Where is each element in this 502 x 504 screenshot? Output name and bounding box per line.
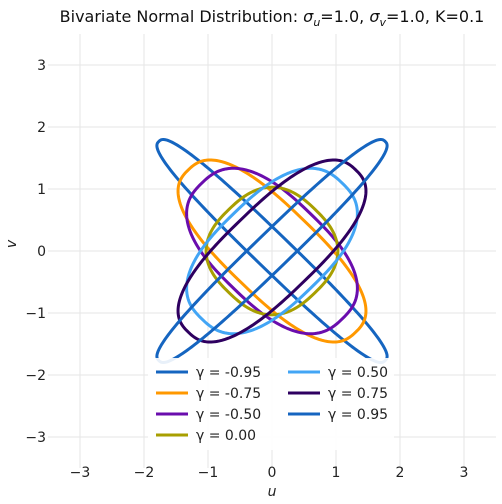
y-tick-label: −2 <box>25 368 46 384</box>
x-tick-label: 0 <box>268 465 277 481</box>
x-tick-label: −3 <box>70 465 91 481</box>
y-axis-label: v <box>4 239 20 248</box>
legend-label: γ = 0.75 <box>328 386 388 402</box>
x-tick-label: −1 <box>198 465 219 481</box>
title-sigma-v-sub: v <box>379 16 386 29</box>
x-axis-label: u <box>268 484 277 500</box>
legend-label: γ = -0.75 <box>196 386 261 402</box>
legend-label: γ = -0.95 <box>196 365 261 381</box>
series-curve-0 <box>155 137 389 365</box>
legend: γ = -0.95 γ = -0.75 γ = -0.50 γ = 0.00 γ = 0… <box>148 358 394 450</box>
series-curves <box>155 137 389 365</box>
legend-label: γ = 0.50 <box>328 365 388 381</box>
title-sigma-u-sub: u <box>313 16 320 29</box>
title-sigma-u-symbol: σ <box>303 7 314 26</box>
chart-title-prefix: Bivariate Normal Distribution: <box>60 7 304 26</box>
series-curve-1 <box>176 158 368 344</box>
title-sigma-u-value: =1.0, <box>320 7 369 26</box>
y-tick-label: −1 <box>25 306 46 322</box>
y-tick-label: 2 <box>37 120 46 136</box>
series-curve-4 <box>185 166 359 336</box>
legend-label: γ = 0.00 <box>196 428 256 444</box>
series-curve-2 <box>185 166 359 336</box>
y-tick-label: 3 <box>37 58 46 74</box>
x-tick-label: −2 <box>134 465 155 481</box>
title-sigma-v-value: =1.0, K=0.1 <box>386 7 484 26</box>
y-tick-label: 0 <box>37 244 46 260</box>
y-tick-label: −3 <box>25 430 46 446</box>
x-tick-label: 2 <box>396 465 405 481</box>
chart-title: Bivariate Normal Distribution: σu=1.0, σ… <box>60 7 485 29</box>
title-sigma-v-symbol: σ <box>369 7 380 26</box>
tick-labels: −3 −2 −1 0 1 2 3 −3 −2 −1 0 1 2 3 <box>25 58 468 481</box>
y-tick-label: 1 <box>37 182 46 198</box>
legend-label: γ = -0.50 <box>196 407 261 423</box>
legend-box <box>148 358 394 450</box>
grid <box>48 34 496 468</box>
x-tick-label: 1 <box>332 465 341 481</box>
series-curve-5 <box>176 158 368 344</box>
x-tick-label: 3 <box>460 465 469 481</box>
legend-label: γ = 0.95 <box>328 407 388 423</box>
